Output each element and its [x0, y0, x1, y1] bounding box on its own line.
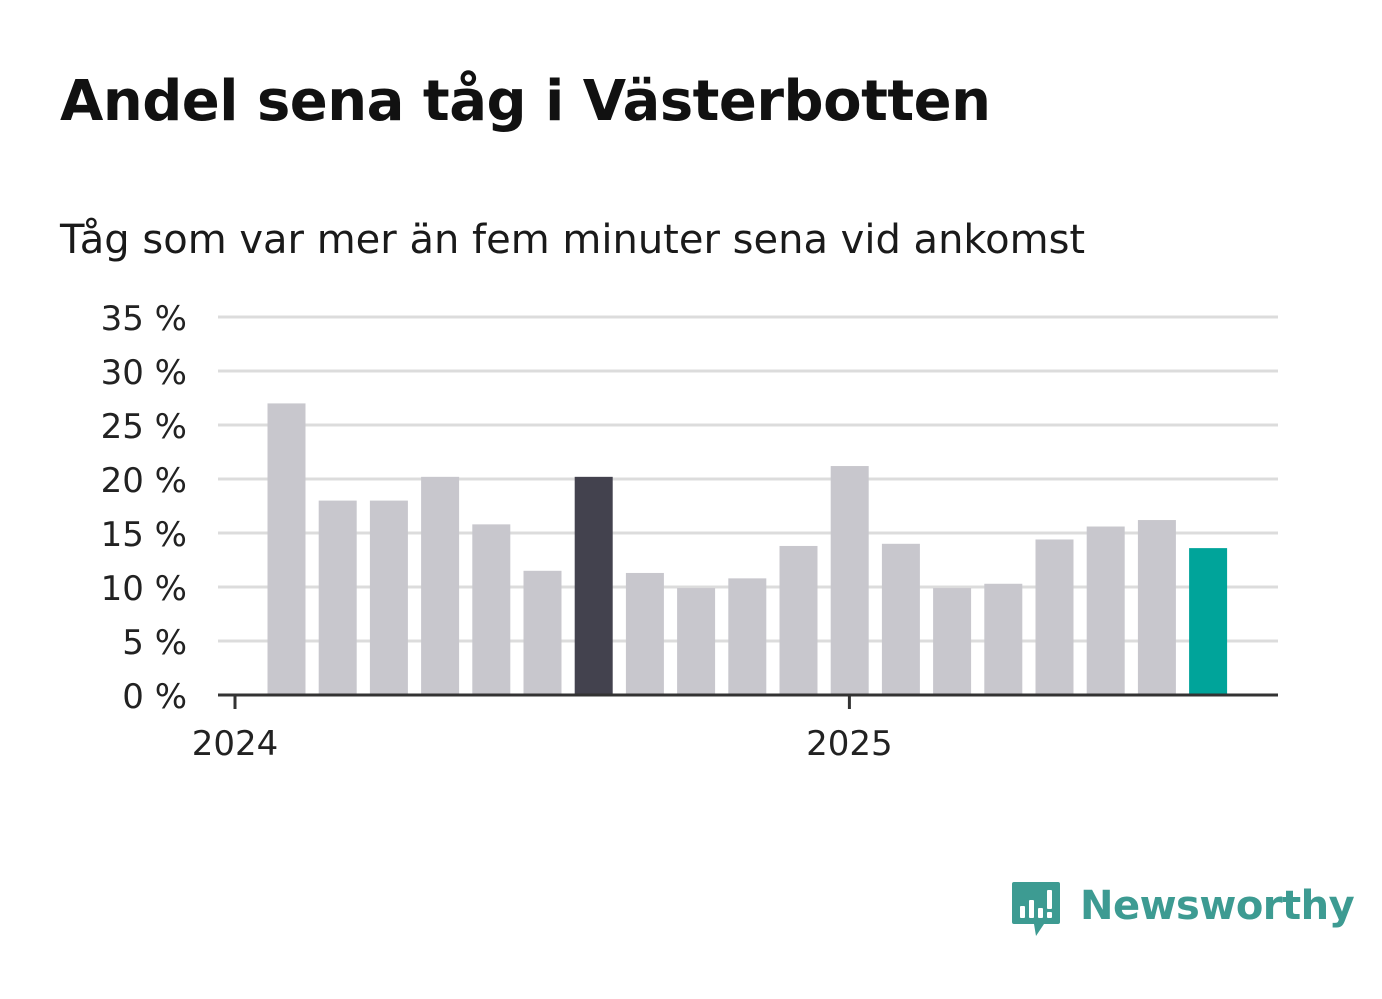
bar	[267, 403, 306, 695]
y-tick-label: 30 %	[101, 353, 187, 393]
y-tick-label: 25 %	[101, 407, 187, 447]
logo-text: Newsworthy	[1080, 883, 1355, 929]
bar	[574, 476, 613, 695]
bar	[472, 524, 511, 695]
newsworthy-logo: Newsworthy	[1010, 878, 1355, 942]
bars	[267, 403, 1228, 695]
bar	[1086, 526, 1125, 695]
chart-subtitle: Tåg som var mer än fem minuter sena vid …	[60, 217, 1086, 263]
bar	[625, 572, 664, 695]
bar	[728, 578, 767, 695]
bar	[1137, 520, 1176, 695]
y-tick-label: 0 %	[122, 677, 187, 717]
chart-title: Andel sena tåg i Västerbotten	[60, 69, 991, 134]
bar	[830, 466, 869, 695]
bar	[1189, 548, 1228, 695]
y-tick-label: 5 %	[122, 623, 187, 663]
y-tick-label: 15 %	[101, 515, 187, 555]
y-tick-label: 35 %	[101, 299, 187, 339]
x-axis: 2024 2025	[192, 693, 1278, 764]
bar	[421, 476, 460, 695]
y-tick-label: 10 %	[101, 569, 187, 609]
x-tick-label: 2025	[806, 724, 893, 764]
bar	[933, 588, 972, 695]
newsworthy-logo-icon	[1012, 882, 1060, 936]
bar	[881, 543, 920, 695]
bar	[677, 588, 716, 695]
bar	[984, 583, 1023, 695]
y-tick-label: 20 %	[101, 461, 187, 501]
bar-chart: 0 % 5 % 10 % 15 % 20 % 25 % 30 % 35 % 2024 2025	[101, 299, 1278, 764]
bar	[779, 545, 818, 695]
bar	[1035, 539, 1074, 695]
y-axis-tick-labels: 0 % 5 % 10 % 15 % 20 % 25 % 30 % 35 %	[101, 299, 187, 717]
bar	[369, 500, 408, 695]
x-tick-label: 2024	[192, 724, 279, 764]
bar	[318, 500, 357, 695]
bar	[523, 570, 562, 695]
